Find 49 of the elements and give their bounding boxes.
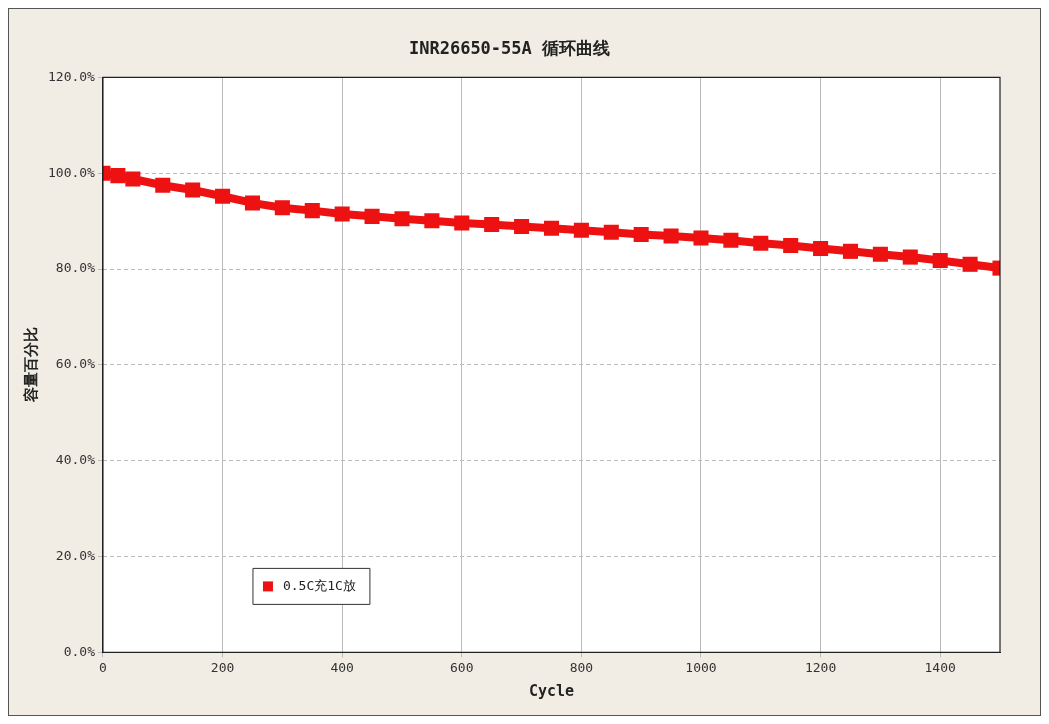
point	[902, 249, 918, 265]
y-tick-label: 100.0%	[47, 164, 96, 180]
point	[633, 227, 649, 243]
point	[573, 222, 589, 238]
point	[872, 246, 888, 262]
point	[603, 224, 619, 240]
x-tick-label: 200	[210, 659, 235, 675]
y-axis-title: 容量百分比	[21, 327, 40, 404]
point	[813, 240, 829, 256]
y-tick-label: 0.0%	[63, 643, 96, 659]
point	[723, 232, 739, 248]
point	[185, 182, 201, 198]
point	[842, 243, 859, 259]
point	[484, 216, 500, 233]
y-tick-label: 80.0%	[55, 260, 96, 276]
y-tick-label: 60.0%	[55, 356, 96, 372]
point	[274, 200, 290, 216]
point	[932, 252, 948, 268]
point	[753, 235, 769, 251]
point	[110, 168, 126, 184]
x-tick-label: 800	[569, 659, 594, 675]
legend-label: 0.5C充1C放	[282, 577, 356, 593]
y-tick-label: 40.0%	[55, 452, 96, 468]
point	[244, 195, 260, 211]
point	[663, 228, 679, 244]
x-tick-label: 1000	[685, 659, 717, 675]
point	[543, 220, 560, 236]
x-tick-label: 0	[99, 659, 107, 675]
point	[334, 206, 350, 222]
point	[424, 213, 440, 229]
point	[394, 211, 410, 227]
point	[962, 256, 978, 272]
x-tick-label: 1200	[804, 659, 837, 675]
point	[454, 215, 470, 231]
point	[215, 188, 231, 204]
x-axis-title: Cycle	[528, 681, 575, 700]
point	[693, 230, 709, 246]
point	[155, 177, 171, 193]
chart-title: INR26650-55A 循环曲线	[408, 37, 611, 58]
point	[304, 203, 320, 219]
point	[364, 208, 380, 224]
y-tick-label: 20.0%	[55, 547, 96, 563]
x-tick-label: 1400	[924, 659, 956, 675]
point	[514, 218, 530, 234]
x-tick-label: 400	[330, 659, 354, 675]
point	[783, 238, 799, 254]
y-tick-label: 120.0%	[47, 68, 96, 84]
x-tick-label: 600	[450, 659, 474, 675]
point	[125, 171, 141, 187]
